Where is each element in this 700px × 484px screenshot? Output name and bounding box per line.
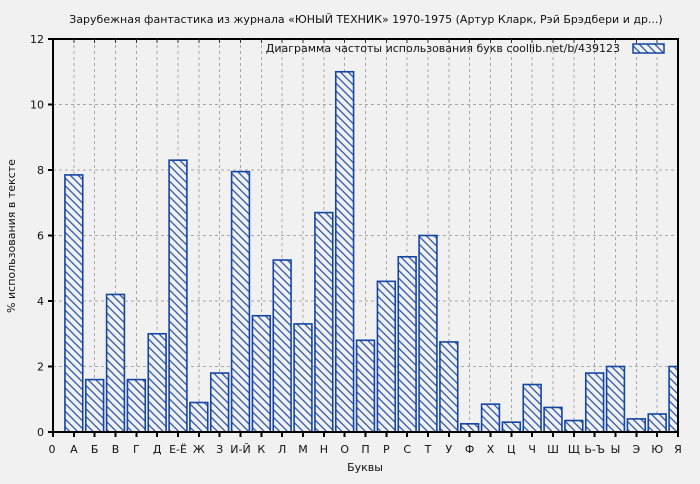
x-tick-label: Ф [465, 443, 474, 456]
x-tick-label: Ю [651, 443, 663, 456]
x-tick-label: Н [320, 443, 328, 456]
x-tick-label: М [298, 443, 308, 456]
x-tick-label: П [361, 443, 369, 456]
y-tick-label: 4 [37, 295, 44, 308]
bars-group [64, 70, 678, 433]
y-tick-label: 10 [30, 99, 44, 112]
bar-Ь-Ъ [584, 372, 605, 433]
bar-Б [84, 378, 105, 433]
x-tick-label: У [445, 443, 452, 456]
bar-О [334, 70, 355, 433]
y-tick-label: 8 [37, 164, 44, 177]
bar-Я [668, 365, 678, 433]
y-tick-label: 0 [37, 426, 44, 439]
bar-Ч [522, 383, 542, 433]
x-origin-label: 0 [49, 443, 56, 456]
x-axis-label: Буквы [347, 461, 383, 474]
bar-Е-Ё [168, 159, 188, 433]
x-tick-label: Р [383, 443, 390, 456]
bar-В [105, 293, 126, 433]
bar-З [209, 372, 230, 433]
x-tick-label: Т [424, 443, 432, 456]
x-tick-labels: 0 А Б В Г Д Е-Ё Ж З И-Й К Л М Н О П Р С Т У Ф Х Ц Ч Ш Щ Ь-Ъ Ы Э Ю Я [49, 443, 682, 456]
x-tick-label: Э [632, 443, 640, 456]
x-tick-label: С [403, 443, 411, 456]
x-tick-label: Щ [568, 443, 580, 456]
bar-С [397, 255, 417, 433]
x-tick-label: А [70, 443, 78, 456]
bar-А [64, 174, 84, 433]
bar-Х [480, 403, 501, 433]
x-tick-label: В [112, 443, 120, 456]
x-tick-label: З [216, 443, 223, 456]
x-tick-label: И-Й [230, 443, 250, 456]
bar-Т [418, 234, 438, 433]
bar-Ю [647, 413, 667, 433]
bar-М [293, 323, 313, 433]
x-tick-label: Я [674, 443, 682, 456]
y-tick-label: 12 [30, 33, 44, 46]
bar-Л [272, 259, 292, 433]
y-tick-label: 2 [37, 361, 44, 374]
x-tick-label: Е-Ё [169, 443, 187, 456]
x-tick-label: Д [153, 443, 162, 456]
bar-Щ [564, 419, 584, 433]
axis-ticks [48, 38, 679, 437]
bar-Ж [189, 401, 209, 433]
x-tick-label: Л [278, 443, 286, 456]
x-tick-label: О [340, 443, 349, 456]
bar-Р [376, 280, 397, 433]
x-tick-label: Ч [528, 443, 536, 456]
bar-Ц [501, 421, 522, 433]
bar-Н [314, 211, 334, 433]
bar-П [355, 339, 376, 433]
bar-И-Й [230, 170, 251, 433]
bar-К [251, 314, 272, 433]
bar-Д [147, 332, 167, 433]
bar-У [439, 341, 459, 433]
x-tick-label: Х [487, 443, 495, 456]
legend-label: Диаграмма частоты использования букв coo… [266, 42, 620, 55]
bar-Э [626, 418, 647, 433]
x-tick-label: Ш [547, 443, 559, 456]
x-tick-label: К [257, 443, 265, 456]
bar-Г [126, 378, 147, 433]
legend-swatch [632, 43, 665, 54]
bar-Ф [459, 423, 480, 433]
x-tick-label: Ы [611, 443, 621, 456]
y-tick-labels: 0 2 4 6 8 10 12 [30, 33, 44, 439]
y-tick-label: 6 [37, 230, 44, 243]
bar-Ш [543, 406, 563, 433]
x-tick-label: Г [133, 443, 140, 456]
x-tick-label: Б [91, 443, 99, 456]
x-tick-label: Ж [193, 443, 205, 456]
bar-Ы [605, 365, 626, 433]
y-axis-label: % использования в тексте [5, 159, 18, 313]
x-tick-label: Ц [507, 443, 516, 456]
chart-title: Зарубежная фантастика из журнала «ЮНЫЙ Т… [69, 13, 662, 26]
x-tick-label: Ь-Ъ [584, 443, 605, 456]
